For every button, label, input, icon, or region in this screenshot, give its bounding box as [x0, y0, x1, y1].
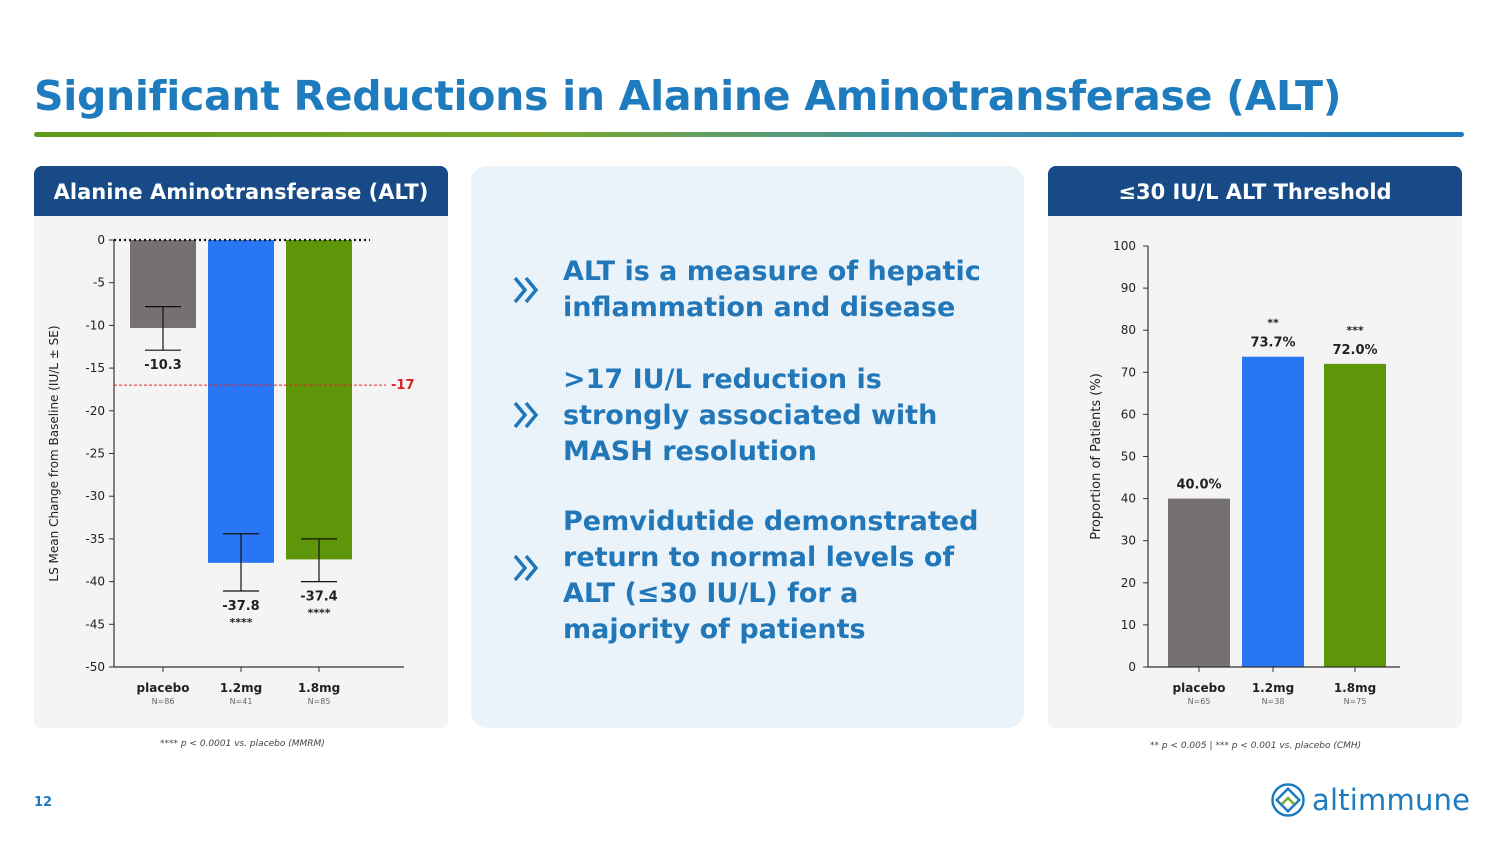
alt-threshold-panel-header: ≤30 IU/L ALT Threshold: [1048, 166, 1462, 216]
x-tick-label: 1.8mg: [1334, 681, 1376, 695]
left-footnote: **** p < 0.0001 vs. placebo (MMRM): [160, 739, 325, 749]
sample-size-label: N=75: [1344, 697, 1367, 706]
significance-marker: ****: [307, 607, 330, 620]
y-tick-label: 10: [1121, 618, 1136, 632]
y-tick-label: 70: [1121, 365, 1136, 379]
y-tick-label: -30: [85, 489, 105, 503]
key-point-text: >17 IU/L reduction is strongly associate…: [563, 364, 938, 467]
alt-change-panel-header: Alanine Aminotransferase (ALT): [34, 166, 448, 216]
y-tick-label: -50: [85, 660, 105, 674]
y-tick-label: 30: [1121, 534, 1136, 548]
reference-line-label: -17: [391, 378, 415, 393]
double-chevron-right-icon: [513, 276, 539, 304]
y-tick-label: 80: [1121, 323, 1136, 337]
y-tick-label: -35: [85, 532, 105, 546]
sample-size-label: N=41: [230, 697, 253, 706]
bar-placebo: [1168, 498, 1230, 667]
y-tick-label: -40: [85, 575, 105, 589]
x-tick-label: 1.8mg: [298, 681, 340, 695]
y-tick-label: 50: [1121, 450, 1136, 464]
page-title: Significant Reductions in Alanine Aminot…: [34, 72, 1342, 120]
company-logo: altimmune: [1270, 782, 1470, 818]
y-tick-label: -5: [93, 276, 105, 290]
sample-size-label: N=85: [308, 697, 331, 706]
y-tick-label: -20: [85, 404, 105, 418]
significance-marker: ***: [1346, 324, 1364, 337]
data-label: 40.0%: [1176, 478, 1221, 493]
right-footnote: ** p < 0.005 | *** p < 0.001 vs. placebo…: [1150, 741, 1362, 751]
significance-marker: ****: [229, 616, 252, 629]
y-tick-label: -25: [85, 447, 105, 461]
bar-1.2mg: [1242, 356, 1304, 667]
x-tick-label: 1.2mg: [1252, 681, 1294, 695]
bar-1.8mg: [1324, 363, 1386, 667]
sample-size-label: N=65: [1188, 697, 1211, 706]
page-number: 12: [34, 795, 53, 810]
key-point-text: Pemvidutide demonstrated return to norma…: [563, 506, 979, 645]
y-axis-label: LS Mean Change from Baseline (IU/L ± SE): [47, 325, 61, 581]
bar-1.8mg: [286, 240, 352, 560]
y-tick-label: 90: [1121, 281, 1136, 295]
significance-marker: **: [1267, 317, 1279, 330]
alt-threshold-chart: Proportion of Patients (%) 0 10 20 30 40 50 60 7…: [1089, 239, 1400, 706]
data-label: 73.7%: [1250, 336, 1295, 351]
logo-wordmark: altimmune: [1312, 783, 1471, 817]
alt-threshold-panel: ≤30 IU/L ALT Threshold Proportion of Pat…: [1048, 166, 1462, 728]
key-point-text: ALT is a measure of hepatic inflammation…: [563, 256, 981, 323]
x-tick-label: placebo: [137, 681, 190, 695]
data-label: -37.4: [300, 590, 337, 605]
alt-change-panel: Alanine Aminotransferase (ALT) LS Mean C…: [34, 166, 448, 728]
data-label: -10.3: [144, 358, 181, 373]
y-tick-label: -45: [85, 617, 105, 631]
y-tick-label: 0: [1128, 660, 1136, 674]
double-chevron-right-icon: [513, 401, 539, 429]
altimmune-logo-icon: [1271, 783, 1305, 817]
sample-size-label: N=38: [1262, 697, 1285, 706]
y-tick-label: -15: [85, 361, 105, 375]
data-label: -37.8: [222, 599, 259, 614]
title-underline: [34, 132, 1464, 137]
y-tick-label: 60: [1121, 407, 1136, 421]
y-axis-label: Proportion of Patients (%): [1089, 373, 1104, 540]
double-chevron-right-icon: [513, 554, 539, 582]
y-tick-label: 20: [1121, 576, 1136, 590]
sample-size-label: N=86: [152, 697, 175, 706]
x-tick-label: 1.2mg: [220, 681, 262, 695]
y-tick-label: 0: [97, 233, 105, 247]
y-tick-label: -10: [85, 318, 105, 332]
x-tick-label: placebo: [1173, 681, 1226, 695]
y-tick-label: 40: [1121, 492, 1136, 506]
key-points-panel: ALT is a measure of hepatic inflammation…: [471, 166, 1024, 728]
bar-1.2mg: [208, 240, 274, 563]
y-tick-label: 100: [1113, 239, 1136, 253]
data-label: 72.0%: [1332, 343, 1377, 358]
alt-change-chart: LS Mean Change from Baseline (IU/L ± SE)…: [47, 233, 415, 706]
